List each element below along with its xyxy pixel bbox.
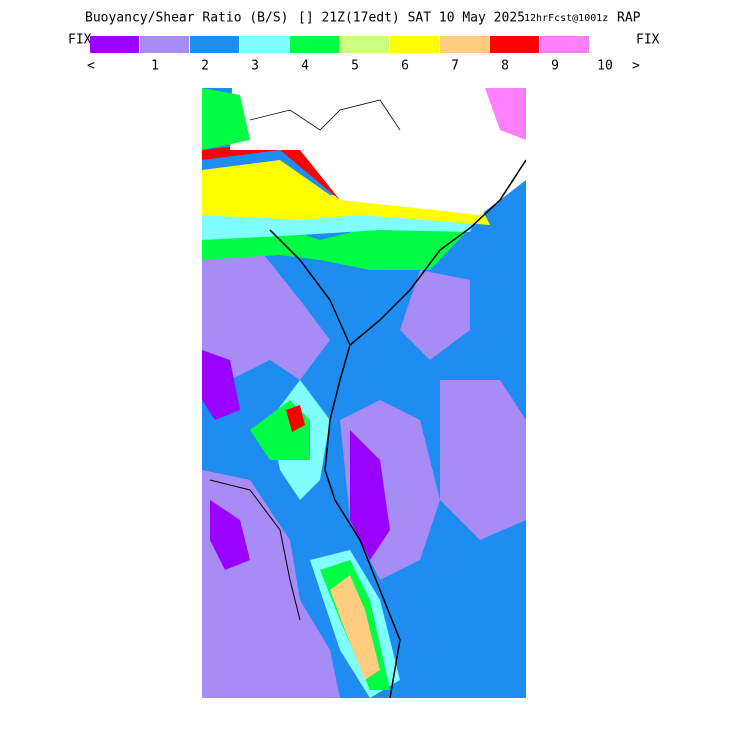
color-swatch [490,36,539,53]
colorbar-label: 9 [551,59,559,74]
prev-button[interactable]: < [87,59,95,74]
colorbar-label: 3 [251,59,259,74]
color-swatch [390,36,439,53]
color-swatch [290,36,339,53]
color-swatch [140,36,189,53]
colorbar: 1 2 3 4 5 6 7 8 9 10 [90,36,613,74]
valid-time: [] 21Z(17edt) SAT 10 May 2025 [298,11,525,26]
color-swatch [440,36,489,53]
colorbar-label: 6 [401,59,409,74]
fix-left[interactable]: FIX [68,33,92,48]
color-swatch [540,36,589,53]
title: Buoyancy/Shear Ratio (B/S) [85,11,289,26]
colorbar-label: 5 [351,59,359,74]
colorbar-label: 7 [451,59,459,74]
colorbar-label: 8 [501,59,509,74]
fix-right[interactable]: FIX [636,33,660,48]
map [202,88,526,698]
color-swatch [190,36,239,53]
colorbar-label: 4 [301,59,309,74]
color-swatch [90,36,139,53]
color-swatch [240,36,289,53]
next-button[interactable]: > [632,59,640,74]
model: RAP [617,11,641,26]
forecast: 12hrFcst@1001z [524,13,608,24]
color-swatch [340,36,389,53]
colorbar-label: 1 [151,59,159,74]
colorbar-label: 2 [201,59,209,74]
colorbar-label: 10 [597,59,613,74]
